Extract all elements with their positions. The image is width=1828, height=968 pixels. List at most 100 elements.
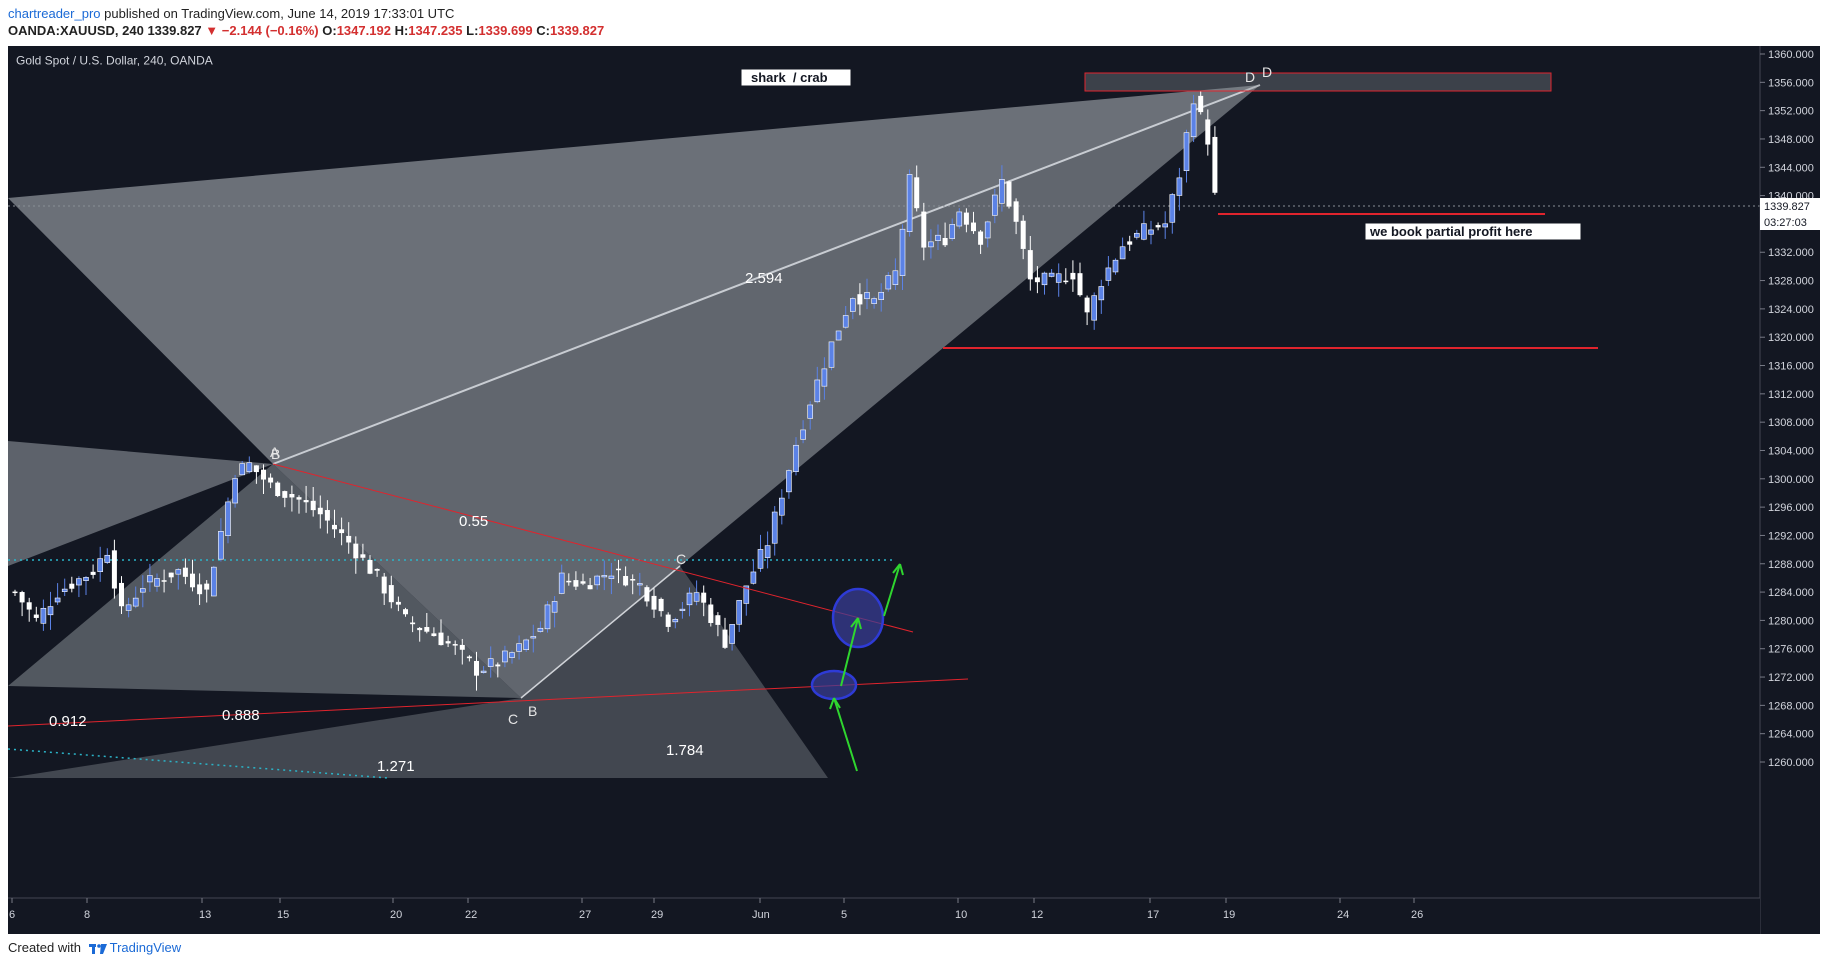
author-link[interactable]: chartreader_pro bbox=[8, 6, 101, 21]
price-tick-label: 1308.000 bbox=[1768, 417, 1814, 429]
candle-body bbox=[821, 368, 828, 387]
time-tick-label: 12 bbox=[1031, 909, 1043, 921]
candle-body bbox=[778, 497, 785, 516]
low-value: 1339.699 bbox=[478, 23, 533, 38]
candle-body bbox=[551, 601, 558, 613]
candle bbox=[1212, 126, 1218, 195]
candle-body bbox=[1112, 259, 1119, 273]
candle-body bbox=[204, 583, 210, 590]
candle bbox=[573, 571, 579, 591]
arrow-lower bbox=[829, 697, 858, 772]
price-tick-label: 1356.000 bbox=[1768, 77, 1814, 89]
candle-body bbox=[963, 212, 969, 225]
candle bbox=[317, 495, 323, 529]
candle bbox=[566, 573, 572, 586]
candle-body bbox=[487, 658, 494, 667]
pattern-shape-bcd bbox=[273, 85, 1260, 698]
candle bbox=[601, 560, 608, 591]
time-tick-label: 15 bbox=[277, 909, 289, 921]
candle bbox=[949, 218, 956, 241]
candle bbox=[736, 599, 743, 633]
candle-body bbox=[835, 330, 842, 341]
candle bbox=[644, 585, 650, 607]
price-tick-label: 1296.000 bbox=[1768, 502, 1814, 514]
candle bbox=[104, 548, 111, 564]
candle bbox=[1084, 295, 1090, 326]
candle-body bbox=[722, 629, 728, 648]
pattern-shape-lower bbox=[8, 566, 828, 778]
price-tick-label: 1288.000 bbox=[1768, 559, 1814, 571]
candle-body bbox=[1098, 286, 1105, 301]
candle bbox=[991, 188, 998, 224]
candle-body bbox=[381, 576, 387, 594]
chart-area[interactable]: Gold Spot / U.S. Dollar, 240, OANDA A B … bbox=[7, 46, 1820, 934]
candle-body bbox=[161, 580, 167, 582]
candle bbox=[1063, 268, 1069, 285]
candle-body bbox=[537, 627, 544, 632]
candle-body bbox=[466, 656, 472, 659]
candle bbox=[1091, 292, 1097, 330]
ratio-0-55: 0.55 bbox=[459, 513, 488, 530]
candle-body bbox=[814, 379, 821, 403]
candle-body bbox=[630, 579, 636, 581]
trendline-lower-red bbox=[7, 678, 969, 727]
candlestick-chart[interactable]: Gold Spot / U.S. Dollar, 240, OANDA A B … bbox=[7, 46, 1820, 934]
candle-body bbox=[119, 582, 124, 607]
countdown-tag-box bbox=[1760, 214, 1820, 230]
candle-body bbox=[317, 507, 323, 515]
candle-body bbox=[83, 577, 89, 581]
candle bbox=[878, 283, 885, 312]
label-point-a: A bbox=[270, 444, 280, 460]
candle-body bbox=[587, 585, 593, 590]
time-axis-panel[interactable] bbox=[8, 898, 1760, 934]
candle bbox=[111, 539, 117, 599]
candle-body bbox=[1155, 225, 1161, 228]
candle bbox=[474, 651, 479, 691]
candle-body bbox=[12, 591, 18, 594]
candle-body bbox=[1006, 181, 1012, 207]
candle bbox=[651, 588, 657, 618]
label-point-b-lower: B bbox=[528, 703, 537, 719]
candle bbox=[921, 202, 927, 261]
candle bbox=[587, 577, 593, 590]
candle bbox=[1162, 211, 1168, 239]
candle bbox=[537, 621, 544, 633]
candle bbox=[764, 531, 771, 569]
candle-body bbox=[771, 511, 778, 544]
time-tick-label: 6 bbox=[9, 909, 15, 921]
time-tick-label: 13 bbox=[199, 909, 211, 921]
candle bbox=[999, 165, 1005, 212]
candle bbox=[544, 601, 551, 633]
price-tick-label: 1272.000 bbox=[1768, 672, 1814, 684]
candle-body bbox=[275, 482, 281, 497]
candle-body bbox=[90, 571, 96, 575]
candle bbox=[83, 576, 89, 596]
candle bbox=[154, 573, 160, 592]
candle-body bbox=[686, 592, 693, 606]
candle bbox=[90, 564, 96, 579]
candle bbox=[140, 575, 146, 608]
candle bbox=[686, 587, 693, 617]
candle-body bbox=[793, 444, 799, 472]
candle-body bbox=[132, 597, 139, 607]
candle bbox=[1190, 94, 1197, 143]
candle bbox=[332, 509, 337, 538]
price-axis-panel[interactable] bbox=[1760, 46, 1820, 934]
candle-body bbox=[1148, 229, 1154, 235]
candle-body bbox=[40, 607, 47, 624]
candle-body bbox=[1077, 273, 1083, 296]
candle-body bbox=[991, 194, 998, 216]
candle bbox=[339, 517, 345, 546]
candle bbox=[892, 258, 899, 290]
candle bbox=[636, 572, 643, 596]
candle bbox=[132, 586, 139, 609]
ratio-1-271: 1.271 bbox=[377, 758, 415, 775]
candle bbox=[424, 613, 430, 634]
candle-body bbox=[878, 291, 885, 300]
candle-body bbox=[104, 554, 111, 563]
price-tag-box bbox=[1760, 198, 1820, 214]
tradingview-brand-link[interactable]: TradingView bbox=[109, 940, 182, 955]
candle-body bbox=[849, 298, 856, 312]
candle-body bbox=[786, 470, 792, 493]
candle-body bbox=[69, 583, 75, 589]
